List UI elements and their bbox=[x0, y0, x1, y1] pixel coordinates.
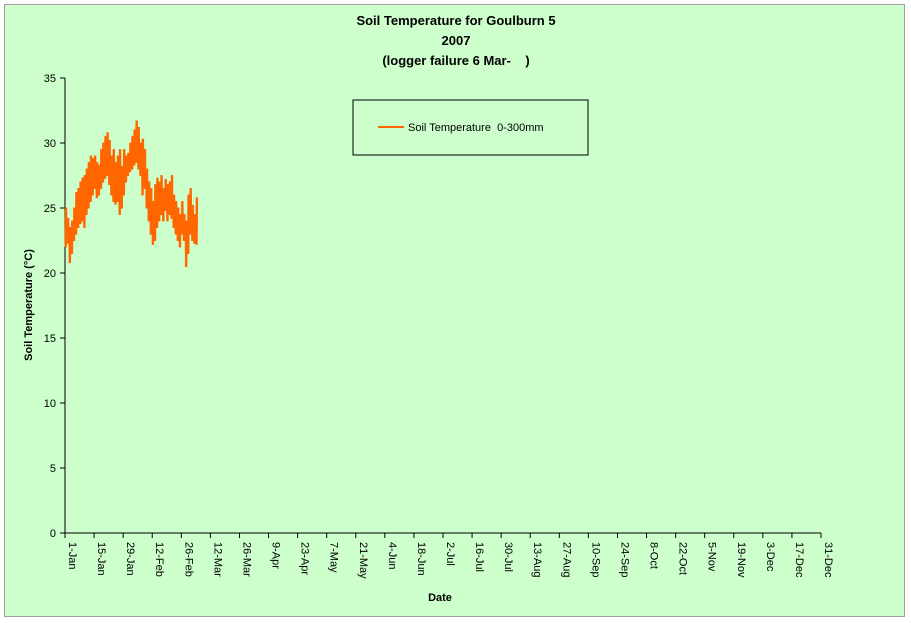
x-tick-label: 12-Mar bbox=[211, 542, 223, 577]
y-tick-label: 10 bbox=[44, 398, 56, 410]
x-tick-label: 30-Jul bbox=[502, 542, 514, 572]
legend: Soil Temperature 0-300mm bbox=[352, 99, 589, 156]
x-tick-label: 2-Jul bbox=[444, 542, 456, 566]
x-tick-label: 9-Apr bbox=[270, 542, 282, 569]
y-tick-label: 20 bbox=[44, 268, 56, 280]
chart-title-line-3: (logger failure 6 Mar- ) bbox=[382, 53, 529, 68]
x-tick-label: 13-Aug bbox=[531, 542, 543, 577]
x-tick-label: 16-Jul bbox=[473, 542, 485, 572]
y-tick-label: 25 bbox=[44, 203, 56, 215]
x-tick-label: 5-Nov bbox=[706, 542, 718, 572]
x-tick-label: 4-Jun bbox=[386, 542, 398, 570]
y-tick-label: 15 bbox=[44, 333, 56, 345]
y-axis-title: Soil Temperature (°C) bbox=[23, 249, 35, 361]
x-tick-label: 19-Nov bbox=[735, 542, 747, 578]
chart: Soil Temperature for Goulburn 5 2007 (lo… bbox=[23, 13, 834, 604]
x-tick-label: 23-Apr bbox=[299, 542, 311, 575]
x-tick-label: 22-Oct bbox=[677, 542, 689, 575]
x-tick-label: 27-Aug bbox=[560, 542, 572, 577]
y-tick-label: 30 bbox=[44, 138, 56, 150]
y-tick-label: 0 bbox=[50, 528, 56, 540]
x-tick-label: 26-Mar bbox=[240, 542, 252, 577]
x-tick-label: 18-Jun bbox=[415, 542, 427, 576]
series-layer bbox=[64, 120, 199, 267]
x-tick-label: 3-Dec bbox=[764, 542, 776, 572]
chart-title-line-1: Soil Temperature for Goulburn 5 bbox=[356, 13, 555, 28]
legend-label: Soil Temperature 0-300mm bbox=[408, 122, 544, 134]
x-axis-title: Date bbox=[428, 592, 452, 604]
x-tick-label: 8-Oct bbox=[648, 542, 660, 569]
x-tick-label: 21-May bbox=[357, 542, 369, 579]
y-tick-label: 5 bbox=[50, 463, 56, 475]
x-axis-ticks: 1-Jan 15-Jan 29-Jan 12-Feb 26-Feb 12-Mar 26-Ma… bbox=[64, 533, 834, 579]
x-tick-label: 12-Feb bbox=[153, 542, 165, 577]
x-tick-label: 24-Sep bbox=[618, 542, 630, 577]
x-tick-label: 26-Feb bbox=[182, 542, 194, 577]
x-tick-label: 7-May bbox=[328, 542, 340, 573]
y-axis-ticks: 0 5 10 15 20 25 30 35 bbox=[44, 73, 65, 540]
x-tick-label: 31-Dec bbox=[822, 542, 834, 578]
x-tick-label: 29-Jan bbox=[124, 542, 136, 576]
chart-area: Soil Temperature for Goulburn 5 2007 (lo… bbox=[4, 4, 905, 617]
x-tick-label: 17-Dec bbox=[793, 542, 805, 578]
x-tick-label: 10-Sep bbox=[589, 542, 601, 577]
y-tick-label: 35 bbox=[44, 73, 56, 85]
x-tick-label: 15-Jan bbox=[95, 542, 107, 576]
chart-title-line-2: 2007 bbox=[442, 33, 471, 48]
x-tick-label: 1-Jan bbox=[66, 542, 78, 570]
